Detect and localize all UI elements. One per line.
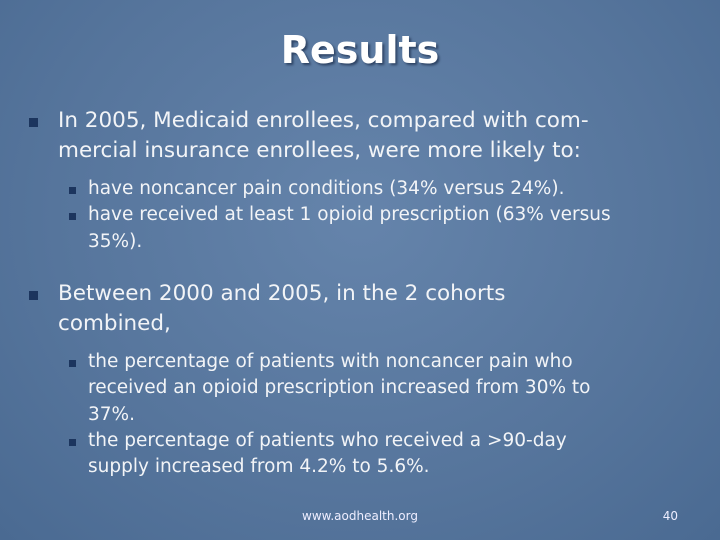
bullet-marker [29, 290, 38, 300]
footer-url: www.aodhealth.org [302, 509, 418, 523]
bullet-marker [29, 118, 38, 127]
sub-bullet-text: the percentage of patients who received … [88, 429, 567, 451]
sub-bullet-marker [69, 438, 76, 446]
bullet-text: Between 2000 and 2005, in the 2 cohorts [58, 280, 506, 306]
slide-title: Results [280, 28, 440, 72]
sub-bullet-text: 37%. [88, 403, 135, 425]
sub-bullet-text: have noncancer pain conditions (34% vers… [88, 178, 565, 199]
sub-bullet-text: have received at least 1 opioid prescrip… [88, 204, 611, 226]
bullet-text: mercial insurance enrollees, were more l… [58, 138, 581, 163]
sub-bullet-marker [69, 187, 76, 194]
sub-bullet-marker [69, 359, 76, 367]
bullet-text: combined, [58, 310, 171, 336]
sub-bullet-text: received an opioid prescription increase… [88, 377, 591, 399]
sub-bullet-text: the percentage of patients with noncance… [88, 350, 573, 372]
sub-bullet-text: supply increased from 4.2% to 5.6%. [88, 456, 430, 478]
sub-bullet-marker [69, 213, 76, 221]
bullet-text: In 2005, Medicaid enrollees, compared wi… [58, 108, 589, 133]
page-number: 40 [662, 509, 678, 523]
sub-bullet-text: 35%). [88, 230, 143, 252]
